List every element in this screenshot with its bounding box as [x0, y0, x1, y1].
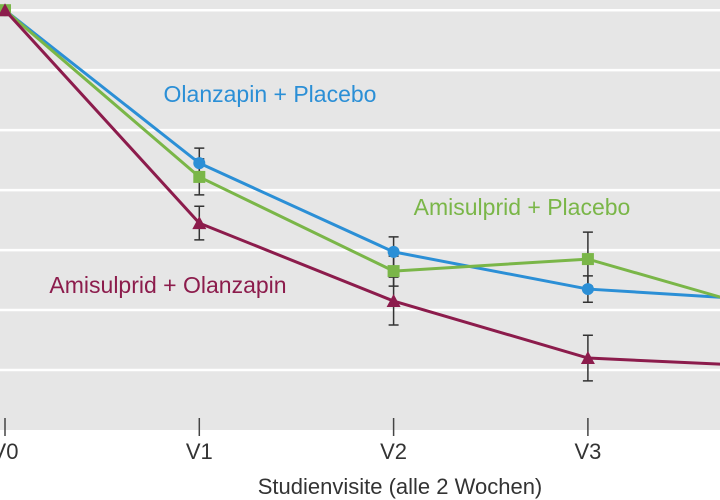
marker — [581, 253, 594, 266]
marker — [580, 351, 595, 365]
x-axis-label: Studienvisite (alle 2 Wochen) — [258, 474, 543, 499]
marker — [192, 216, 207, 230]
x-tick-label: V2 — [380, 439, 407, 464]
marker — [0, 3, 12, 17]
x-tick-label: V1 — [186, 439, 213, 464]
series-label: Olanzapin + Placebo — [164, 81, 377, 107]
x-tick-label: V3 — [574, 439, 601, 464]
x-tick-label: V0 — [0, 439, 18, 464]
marker — [193, 170, 206, 183]
marker — [387, 265, 400, 278]
marker — [193, 157, 206, 170]
marker — [581, 283, 594, 296]
marker — [387, 245, 400, 258]
series-label: Amisulprid + Placebo — [414, 194, 631, 220]
series-label: Amisulprid + Olanzapin — [49, 272, 286, 298]
marker — [386, 294, 401, 308]
